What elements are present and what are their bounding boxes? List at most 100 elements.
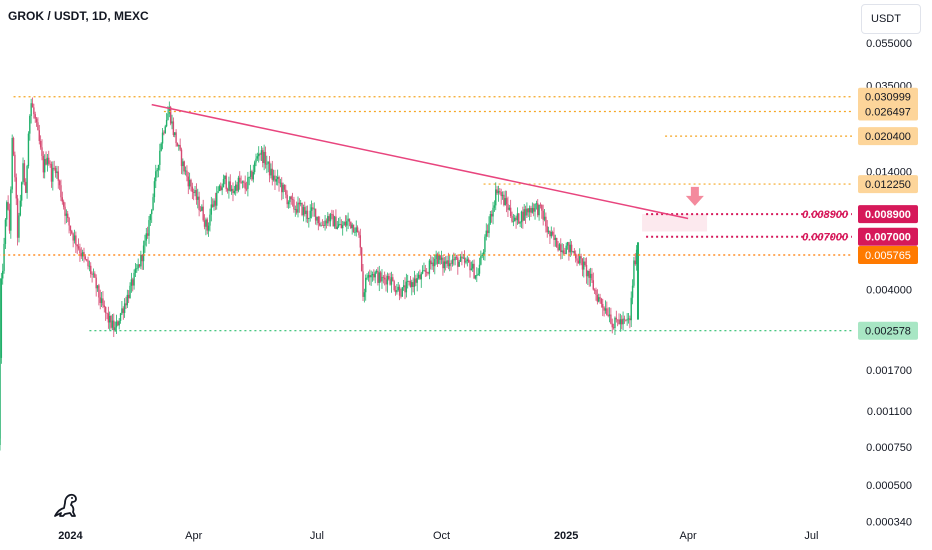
- candle-body: [444, 261, 447, 264]
- candle-body: [397, 286, 399, 291]
- candle: [455, 254, 458, 261]
- candle-body: [41, 147, 43, 156]
- price-label-bg: [858, 87, 918, 106]
- candle-body: [0, 278, 3, 358]
- descending-trendline: [151, 103, 689, 220]
- candle-body: [85, 259, 88, 261]
- candle-body: [515, 217, 517, 221]
- candle: [258, 146, 260, 163]
- candle: [220, 182, 222, 192]
- candle-body: [469, 262, 471, 271]
- candle: [619, 313, 622, 332]
- candle-body: [447, 260, 450, 267]
- candle: [314, 208, 317, 225]
- candle-body: [355, 227, 357, 233]
- candle: [542, 204, 544, 226]
- candle-body: [618, 319, 620, 325]
- candle: [490, 210, 493, 223]
- price-label-text: 0.005765: [865, 250, 911, 262]
- candle: [62, 199, 65, 210]
- candle: [608, 307, 611, 323]
- candle: [463, 250, 466, 268]
- candle-body: [501, 194, 504, 197]
- candle-body: [325, 220, 328, 224]
- candle: [343, 220, 345, 226]
- candle: [478, 257, 481, 277]
- candle-body: [408, 280, 410, 282]
- candle-body: [332, 214, 334, 227]
- candle-body: [134, 268, 137, 273]
- candle: [11, 134, 13, 194]
- candle: [248, 176, 250, 186]
- candle-body: [240, 182, 242, 184]
- candle-body: [81, 252, 84, 257]
- candle: [584, 257, 586, 267]
- candle-body: [211, 204, 214, 207]
- candle: [188, 172, 191, 190]
- candle-body: [264, 151, 267, 165]
- candle-body: [541, 204, 543, 211]
- candle: [6, 200, 8, 227]
- candle: [435, 250, 437, 265]
- candle-body: [425, 271, 428, 273]
- candle-body: [421, 270, 424, 274]
- candle: [419, 269, 421, 280]
- y-tick-label: 0.000340: [866, 516, 912, 528]
- candle: [405, 273, 408, 298]
- dinosaur-icon[interactable]: [52, 490, 82, 520]
- candle: [472, 260, 474, 272]
- candle-body: [488, 223, 490, 234]
- time-axis[interactable]: 2024 Apr Jul Oct 2025 Apr Jul: [58, 530, 818, 542]
- candle: [562, 243, 565, 255]
- candle: [310, 200, 313, 219]
- candle: [91, 271, 93, 283]
- candle-body: [359, 235, 362, 248]
- candle-body: [252, 172, 254, 180]
- candle-body: [133, 272, 135, 286]
- candle-body: [484, 236, 486, 253]
- candle: [111, 314, 114, 331]
- candle: [60, 179, 62, 202]
- candle-body: [516, 213, 519, 221]
- candle-body: [104, 306, 107, 313]
- candle: [8, 203, 11, 234]
- candle: [501, 191, 504, 200]
- candle: [312, 203, 314, 217]
- candle-body: [438, 255, 440, 264]
- candle: [516, 207, 519, 225]
- candle: [182, 158, 184, 175]
- candle: [187, 171, 189, 195]
- candle: [107, 306, 110, 329]
- candle: [253, 160, 256, 175]
- candle: [623, 315, 626, 324]
- candle: [206, 217, 208, 235]
- candle-body: [151, 210, 153, 215]
- currency-button[interactable]: USDT: [861, 4, 921, 34]
- candle: [29, 114, 31, 141]
- candle: [423, 262, 425, 272]
- candle-body: [182, 161, 184, 167]
- candle: [474, 275, 477, 280]
- candle-body: [482, 252, 485, 255]
- candle-body: [327, 216, 329, 224]
- candle-body: [449, 263, 451, 267]
- candle: [267, 161, 269, 173]
- candle: [133, 269, 135, 290]
- candle-body: [365, 277, 367, 293]
- candle: [339, 216, 341, 226]
- candle: [583, 257, 585, 278]
- candle-body: [350, 221, 352, 229]
- candle: [604, 300, 607, 314]
- candle: [512, 213, 515, 227]
- candle: [547, 226, 550, 235]
- candle-body: [572, 250, 574, 252]
- candle: [146, 226, 149, 239]
- candle: [313, 202, 315, 217]
- price-axis[interactable]: 0.0550000.0350000.0140000.0040000.001700…: [866, 38, 912, 529]
- candle: [531, 202, 534, 214]
- candle: [79, 243, 81, 262]
- candle: [121, 301, 123, 316]
- candle: [323, 221, 325, 229]
- candle-body: [354, 232, 356, 233]
